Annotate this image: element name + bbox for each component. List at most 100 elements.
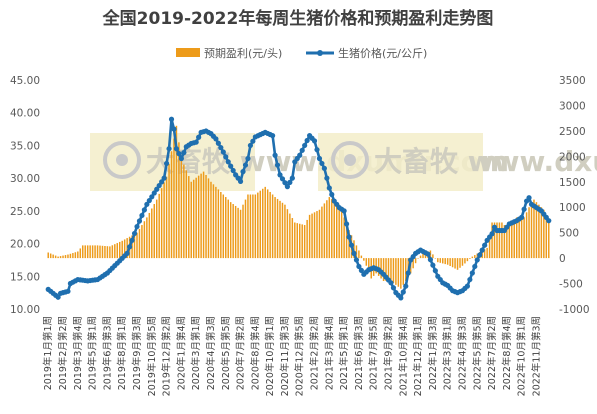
profit-bar — [540, 207, 543, 259]
price-point — [346, 234, 352, 240]
profit-bar — [133, 234, 136, 259]
profit-bar — [375, 258, 377, 274]
price-point — [240, 169, 246, 175]
profit-bar — [259, 190, 262, 259]
profit-bar — [116, 243, 119, 259]
price-point — [326, 185, 332, 191]
profit-bar — [520, 217, 523, 259]
profit-bar — [326, 200, 328, 259]
price-point — [302, 142, 308, 149]
price-point — [228, 163, 234, 169]
x-tick-label: 2021年9月第2周 — [383, 316, 395, 390]
profit-bar — [456, 258, 459, 270]
price-point — [223, 154, 229, 160]
profit-bar — [501, 222, 503, 259]
profit-bar — [279, 200, 281, 259]
price-point — [65, 288, 71, 294]
price-point — [171, 126, 177, 132]
x-tick-label: 2022年3月第1周 — [442, 316, 454, 390]
price-point — [225, 159, 231, 165]
x-tick-label: 2020年11月第3周 — [279, 316, 291, 396]
profit-bar — [412, 258, 414, 269]
profit-bar — [276, 198, 279, 259]
profit-bar — [143, 221, 146, 259]
x-tick-label: 2019年9月第3周 — [131, 316, 143, 390]
price-point — [193, 139, 199, 145]
price-point — [304, 137, 310, 144]
profit-bar — [360, 255, 363, 259]
x-tick-label: 2020年3月第1周 — [190, 316, 202, 390]
profit-bar — [178, 142, 180, 259]
profit-bar — [217, 189, 220, 259]
profit-bar — [220, 191, 222, 259]
profit-bar — [301, 224, 303, 259]
profit-bar — [237, 207, 239, 259]
price-point — [274, 162, 281, 168]
x-tick-label: 2020年7月第2周 — [235, 316, 247, 390]
profit-bar — [77, 251, 79, 259]
price-point — [321, 165, 327, 171]
price-point — [477, 252, 483, 258]
x-tick-label: 2020年12月第5周 — [294, 316, 306, 396]
profit-bar — [185, 170, 188, 259]
profit-bar — [331, 198, 333, 259]
x-tick-label: 2020年4月第3周 — [205, 316, 217, 390]
profit-bar — [417, 258, 419, 259]
price-point — [282, 180, 288, 186]
profit-bar — [170, 151, 173, 259]
price-point — [314, 147, 320, 153]
x-tick-label: 2019年1月第1周 — [42, 316, 54, 390]
profit-bar — [382, 258, 385, 282]
profit-bar — [252, 194, 254, 259]
price-point — [134, 223, 140, 230]
price-point — [149, 194, 155, 200]
profit-bar — [215, 186, 217, 259]
profit-bar — [311, 213, 313, 259]
profit-bar — [296, 223, 299, 259]
profit-bar — [269, 191, 271, 259]
profit-bar — [437, 258, 439, 263]
watermark-right: 大畜牧 www.dxumu.com — [318, 133, 597, 191]
profit-bar — [444, 258, 446, 265]
profit-bar — [180, 158, 183, 259]
profit-bar — [316, 211, 318, 259]
price-point — [341, 208, 347, 214]
profit-bar — [434, 258, 437, 259]
price-point — [469, 270, 475, 276]
profit-bar — [387, 258, 390, 282]
x-tick-label: 2020年1月第4周 — [175, 316, 187, 390]
y-right-tick-label: -1000 — [559, 304, 590, 316]
profit-bar — [173, 138, 175, 259]
profit-bar — [114, 244, 116, 259]
price-point — [284, 184, 290, 190]
profit-bar — [513, 219, 515, 259]
price-point — [474, 257, 480, 263]
profit-bar — [474, 255, 476, 259]
profit-bar — [365, 258, 368, 266]
price-point — [482, 242, 488, 248]
profit-bar — [303, 225, 306, 259]
price-point — [220, 149, 226, 155]
x-tick-label: 2020年5月第5周 — [220, 316, 232, 390]
profit-bar — [503, 225, 506, 259]
price-point — [489, 231, 495, 237]
legend-line-label: 生猪价格(元/公斤) — [338, 46, 427, 60]
profit-bar — [52, 254, 54, 259]
watermark-right-text: 大畜牧 www.dxumu.com — [374, 145, 597, 178]
price-point — [289, 175, 295, 181]
x-tick-label: 2019年3月第4周 — [72, 316, 84, 390]
y-right-tick-label: -500 — [559, 279, 583, 291]
profit-bar — [523, 217, 525, 259]
profit-bar — [136, 232, 138, 259]
price-point — [272, 152, 278, 158]
profit-bar — [493, 222, 496, 259]
profit-bar — [363, 258, 365, 261]
price-point — [247, 142, 254, 149]
profit-bar — [298, 223, 301, 259]
price-point — [472, 263, 478, 270]
profit-bar — [446, 258, 449, 265]
profit-bar — [148, 212, 151, 259]
price-point — [215, 140, 221, 146]
profit-bar — [439, 258, 442, 263]
profit-bar — [491, 222, 493, 259]
